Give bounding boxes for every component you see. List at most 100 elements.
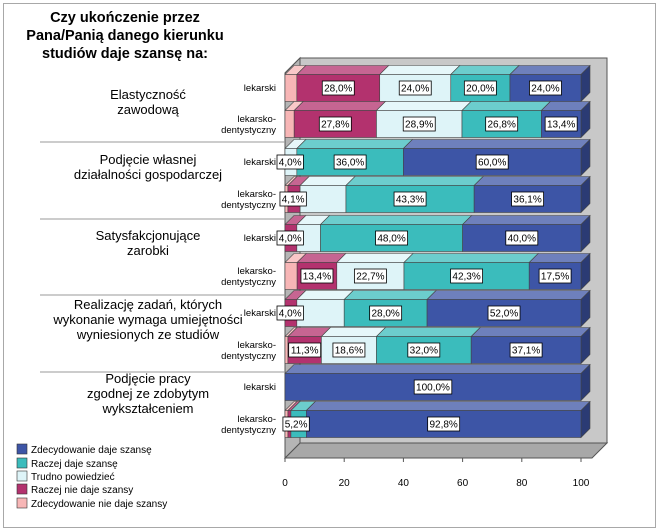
data-label-group: 24,0% <box>529 80 562 96</box>
data-label-box <box>276 305 304 321</box>
data-label-group: 4,0% <box>276 305 304 321</box>
data-label: 22,7% <box>356 272 384 283</box>
data-label: 28,0% <box>371 309 399 320</box>
data-label-box <box>318 116 352 132</box>
data-label-box <box>427 416 461 432</box>
data-label-group: 26,8% <box>485 116 519 132</box>
data-label: 27,8% <box>321 120 349 131</box>
legend-item: Zdecydowanie daje szansę <box>16 443 152 456</box>
row-label: lekarski <box>244 83 276 94</box>
legend-label: Trudno powiedzieć <box>31 472 115 483</box>
bar-top <box>450 65 520 75</box>
legend-item: Trudno powiedzieć <box>16 470 115 483</box>
x-tick-label: 60 <box>457 478 469 489</box>
legend-swatch <box>16 457 28 469</box>
data-label: 42,3% <box>452 272 480 283</box>
data-label-box <box>511 191 544 207</box>
row-label: lekarski <box>244 233 276 244</box>
data-label-box <box>509 342 543 358</box>
legend-label: Zdecydowanie daje szansę <box>31 445 152 456</box>
bar-top <box>378 65 461 75</box>
group-label: Realizację zadań, których wykonanie wymag… <box>52 297 242 342</box>
bar-top <box>402 139 591 149</box>
legend-swatch <box>16 470 28 482</box>
data-label-group: 28,0% <box>369 305 403 321</box>
data-label-group: 60,0% <box>475 154 509 170</box>
bar-top <box>470 327 591 337</box>
data-label: 4,0% <box>279 309 302 320</box>
data-label-box <box>398 80 432 96</box>
bar-top <box>343 290 437 300</box>
group-label-line: Podjęcie pracy <box>105 371 191 386</box>
row-label: lekarsko- <box>237 266 276 277</box>
legend-item: Zdecydowanie nie daje szansy <box>16 497 167 510</box>
row-label: dentystyczny <box>221 425 276 436</box>
bar-top <box>375 327 481 337</box>
data-label-box <box>529 80 562 96</box>
data-label-box <box>276 230 304 246</box>
data-label: 11,3% <box>291 346 319 357</box>
data-label-group: 42,3% <box>450 268 483 284</box>
legend-item: Raczej daje szansę <box>16 457 118 470</box>
bar-top <box>426 290 591 300</box>
data-label-box <box>333 154 367 170</box>
data-label-group: 43,3% <box>393 191 427 207</box>
data-label: 26,8% <box>487 120 515 131</box>
x-tick-label: 0 <box>282 478 288 489</box>
bar-top <box>473 176 591 186</box>
bar-top <box>345 176 484 186</box>
data-label-box <box>375 230 408 246</box>
data-label: 20,0% <box>466 84 494 95</box>
bar-segment <box>284 74 298 102</box>
data-label: 48,0% <box>377 234 405 245</box>
legend-swatch <box>16 497 28 509</box>
bar-top <box>403 253 539 263</box>
data-label-box <box>505 230 539 246</box>
data-label: 40,0% <box>508 234 536 245</box>
bar-top <box>319 215 473 225</box>
data-label-group: 40,0% <box>505 230 539 246</box>
bar-segment <box>296 299 345 327</box>
data-label: 43,3% <box>396 195 424 206</box>
data-label-box <box>407 342 441 358</box>
data-label: 60,0% <box>478 158 506 169</box>
data-label-group: 17,5% <box>538 268 572 284</box>
data-label: 36,1% <box>513 195 541 206</box>
data-label: 100,0% <box>416 383 450 394</box>
data-label: 4,1% <box>282 195 305 206</box>
legend-swatch <box>16 443 28 455</box>
data-label-group: 5,2% <box>282 416 310 432</box>
data-label: 37,1% <box>512 346 540 357</box>
bar-segment <box>284 110 295 138</box>
x-tick-label: 80 <box>516 478 528 489</box>
data-label: 24,0% <box>531 84 559 95</box>
x-tick-label: 100 <box>573 478 590 489</box>
data-label-group: 100,0% <box>413 379 453 395</box>
data-label-box <box>485 116 519 132</box>
row-label: lekarski <box>244 382 276 393</box>
bar-top <box>299 176 356 186</box>
data-label-box <box>300 268 334 284</box>
bar-top <box>296 139 414 149</box>
data-label: 36,0% <box>336 158 364 169</box>
x-tick-label: 20 <box>339 478 351 489</box>
group-label-line: zawodową <box>117 102 179 117</box>
data-label-box <box>276 154 304 170</box>
bar-top <box>375 101 472 111</box>
row-label: lekarsko- <box>237 189 276 200</box>
group-label-line: Satysfakcjonujące <box>96 228 201 243</box>
data-label-box <box>544 116 578 132</box>
data-label-group: 13,4% <box>544 116 578 132</box>
data-label-group: 92,8% <box>427 416 461 432</box>
data-label: 92,8% <box>429 420 457 431</box>
row-label: dentystyczny <box>221 200 276 211</box>
data-label-group: 27,8% <box>318 116 352 132</box>
row-label: lekarsko- <box>237 114 276 125</box>
data-label: 18,6% <box>335 346 363 357</box>
bar-segment <box>299 185 347 213</box>
data-label: 28,0% <box>324 84 352 95</box>
plot-floor <box>283 442 609 459</box>
data-label-box <box>538 268 572 284</box>
row-label: dentystyczny <box>221 125 276 136</box>
data-label-group: 4,0% <box>276 154 304 170</box>
